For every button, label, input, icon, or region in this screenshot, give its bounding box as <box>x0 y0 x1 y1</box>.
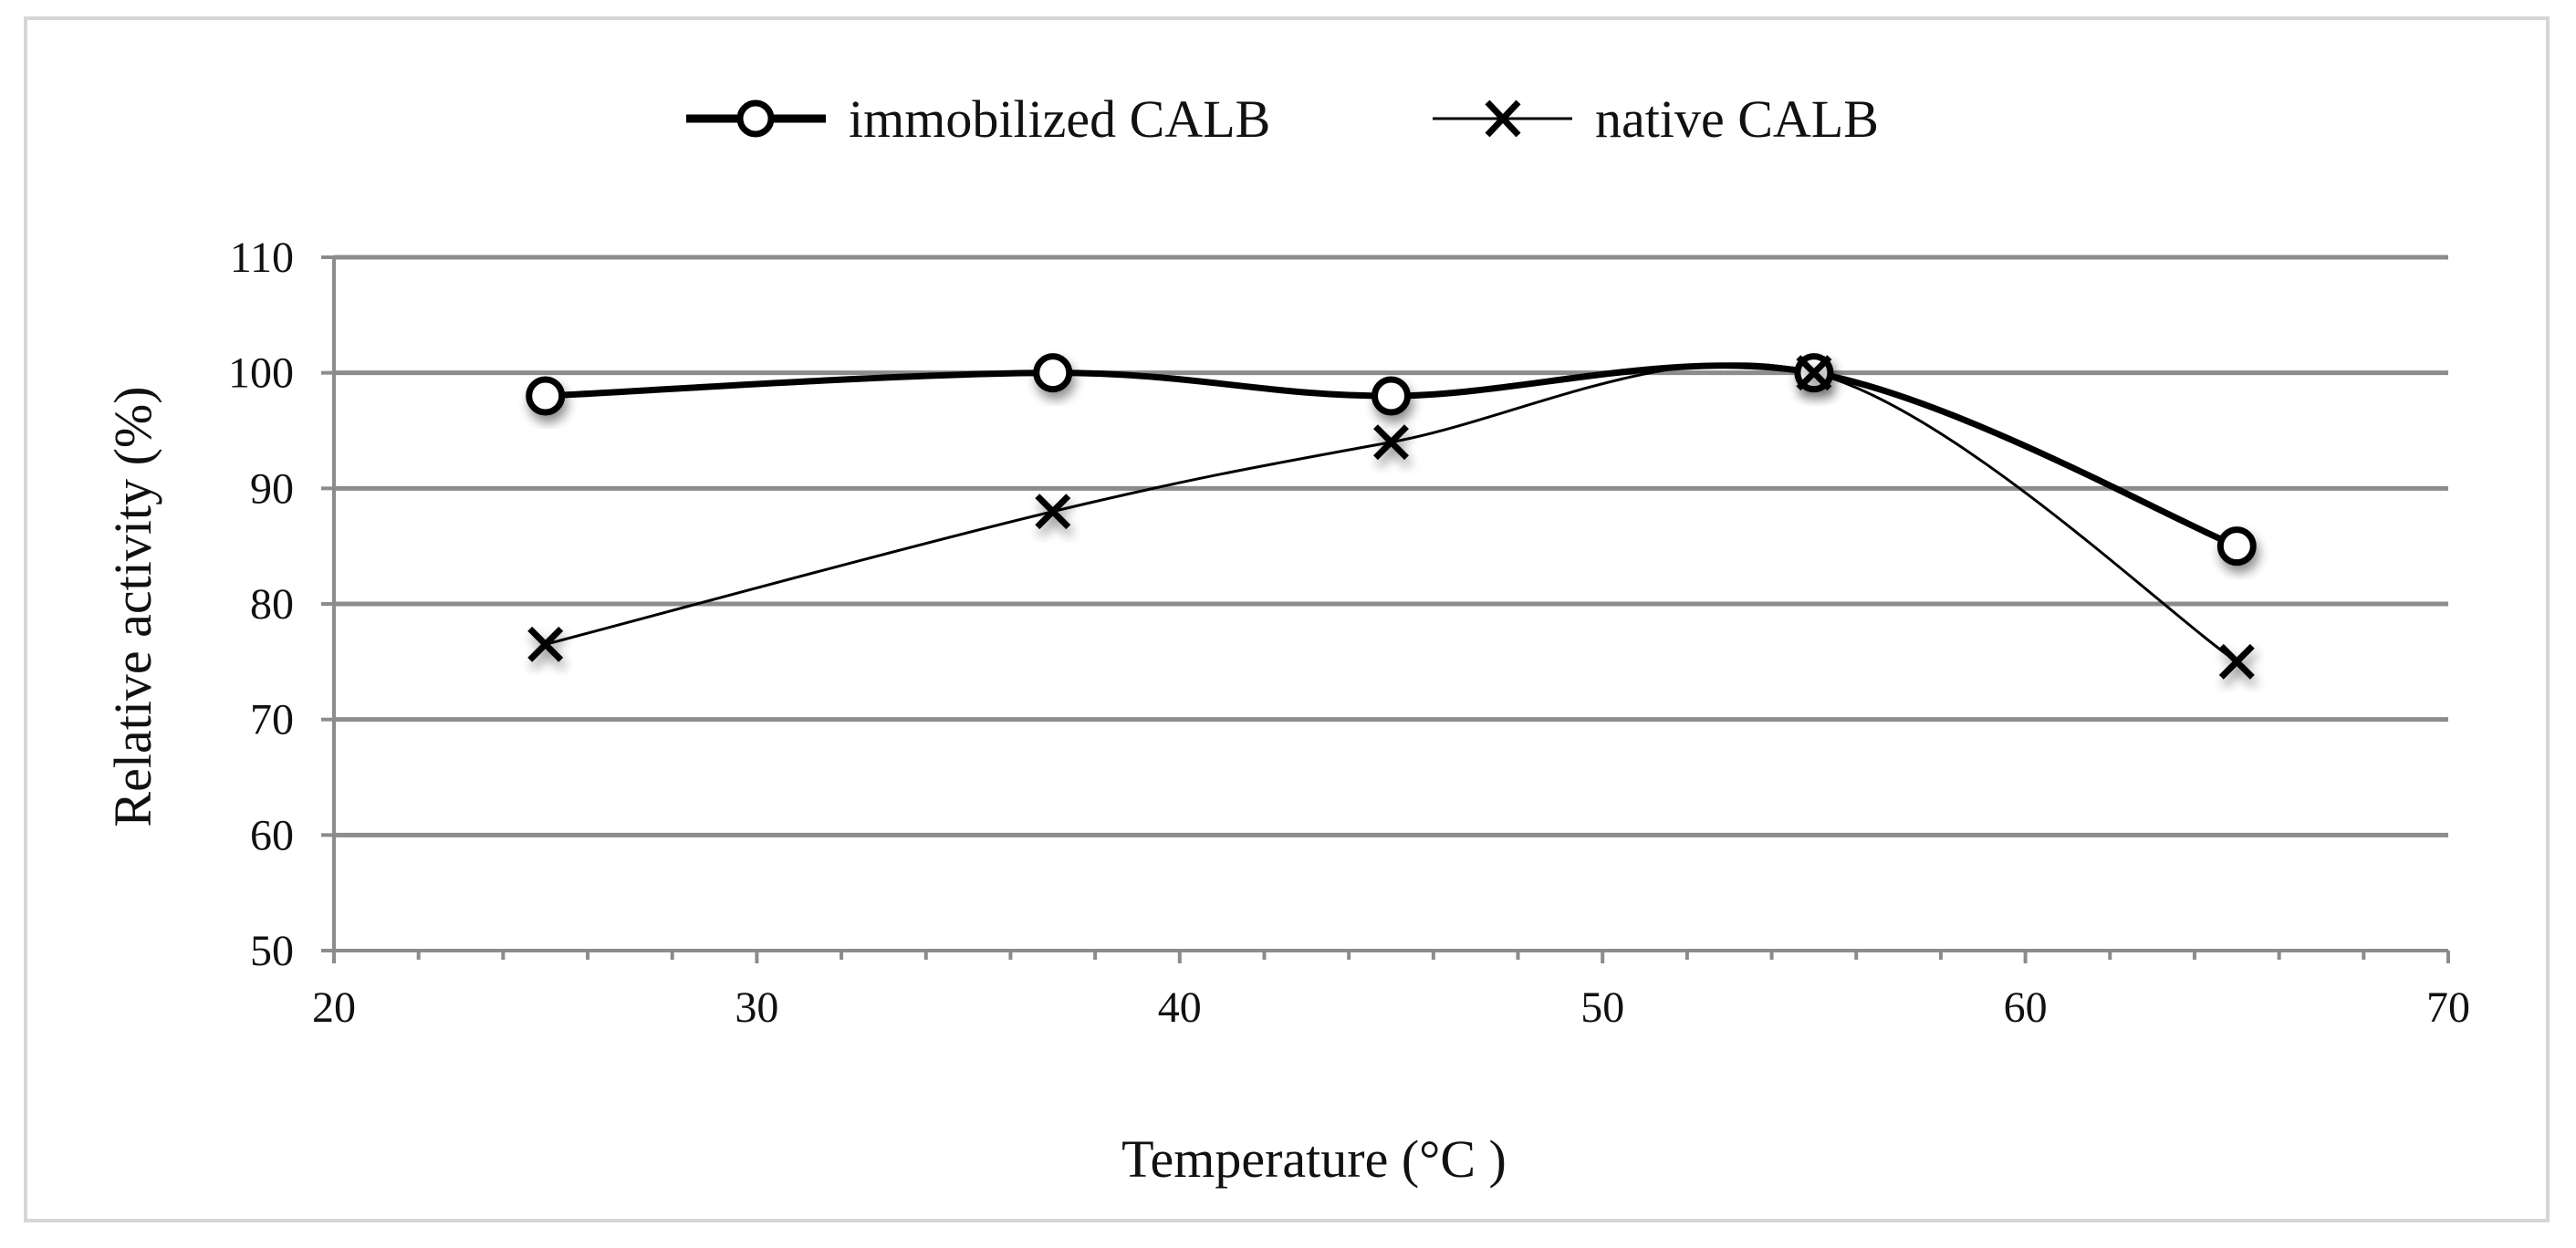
legend: immobilized CALB native CALB <box>686 89 1879 149</box>
x-axis-ticks: 20 30 40 50 60 70 <box>312 951 2470 1032</box>
legend-item-immobilized: immobilized CALB <box>686 89 1270 149</box>
data-point-native <box>1796 355 1832 391</box>
legend-circle-marker-icon <box>736 99 775 138</box>
series-layer <box>526 353 2257 680</box>
y-tick-label: 110 <box>230 234 294 282</box>
data-point-immobilized <box>1033 353 1073 393</box>
y-axis-title: Relative activity (%) <box>103 386 162 827</box>
x-tick-label: 40 <box>1158 983 1202 1032</box>
x-tick-label: 20 <box>312 983 356 1032</box>
legend-label-immobilized: immobilized CALB <box>849 89 1270 149</box>
series-line-native <box>544 362 2238 663</box>
data-point-native <box>1373 424 1409 461</box>
x-tick-label: 70 <box>2426 983 2470 1032</box>
y-tick-label: 70 <box>250 696 294 744</box>
y-axis-ticks: 50 60 70 80 90 100 110 <box>228 234 334 975</box>
x-tick-label: 60 <box>2004 983 2048 1032</box>
y-tick-label: 50 <box>250 927 294 975</box>
chart-frame <box>24 16 2550 1222</box>
data-point-immobilized <box>1371 376 1411 416</box>
data-point-native <box>527 626 564 662</box>
data-point-immobilized <box>2216 526 2257 567</box>
y-tick-label: 60 <box>250 811 294 859</box>
legend-item-native: native CALB <box>1433 89 1879 149</box>
data-point-native <box>2218 643 2255 680</box>
y-tick-label: 90 <box>250 464 294 513</box>
x-axis-title: Temperature (°C ) <box>1121 1129 1507 1189</box>
legend-cross-marker-icon <box>1485 99 1521 138</box>
y-tick-label: 100 <box>228 349 294 398</box>
legend-label-native: native CALB <box>1595 89 1879 149</box>
data-point-native <box>1035 494 1071 530</box>
y-tick-label: 80 <box>250 580 294 629</box>
x-tick-label: 30 <box>735 983 778 1032</box>
data-point-immobilized <box>526 376 566 416</box>
gridlines <box>334 255 2448 837</box>
x-tick-label: 50 <box>1580 983 1624 1032</box>
